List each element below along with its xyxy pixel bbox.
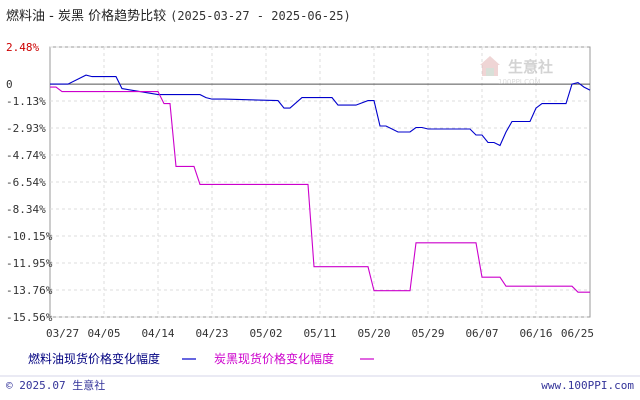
y-axis-ticks: 2.48% 0 -1.13% -2.93% -4.74% -6.54% -8.34% -10.… bbox=[6, 41, 53, 324]
x-tick-label: 04/05 bbox=[87, 327, 120, 340]
y-tick-label: -4.74% bbox=[6, 149, 46, 162]
x-tick-label: 06/07 bbox=[465, 327, 498, 340]
y-tick-label: 2.48% bbox=[6, 41, 39, 54]
y-tick-label: -11.95% bbox=[6, 257, 53, 270]
y-tick-label: 0 bbox=[6, 78, 13, 91]
x-tick-label: 06/25 bbox=[561, 327, 594, 340]
footer-copyright: © 2025.07 生意社 bbox=[6, 378, 105, 392]
x-tick-label: 04/23 bbox=[195, 327, 228, 340]
x-tick-label: 05/29 bbox=[411, 327, 444, 340]
x-tick-label: 05/11 bbox=[303, 327, 336, 340]
legend-label-carbon-black: 炭黑现货价格变化幅度 bbox=[214, 351, 334, 366]
watermark-logo: 生意社 100PPI.COM bbox=[480, 56, 553, 86]
y-tick-label: -8.34% bbox=[6, 203, 46, 216]
watermark-url: 100PPI.COM bbox=[498, 78, 541, 86]
grid-lines bbox=[50, 46, 590, 318]
x-axis-ticks: 03/27 04/05 04/14 04/23 05/02 05/11 05/20 05/29… bbox=[46, 327, 594, 340]
x-tick-label: 05/20 bbox=[357, 327, 390, 340]
x-tick-label: 06/16 bbox=[519, 327, 552, 340]
x-tick-label: 03/27 bbox=[46, 327, 79, 340]
house-icon bbox=[480, 56, 500, 76]
series-lines bbox=[50, 74, 591, 293]
chart-date-range: (2025-03-27 - 2025-06-25) bbox=[170, 9, 351, 23]
x-tick-label: 05/02 bbox=[249, 327, 282, 340]
series-line-carbon-black bbox=[50, 86, 590, 293]
footer-url: www.100PPI.com bbox=[541, 379, 634, 392]
y-tick-label: -15.56% bbox=[6, 311, 53, 324]
y-tick-label: -1.13% bbox=[6, 95, 46, 108]
y-tick-label: -2.93% bbox=[6, 122, 46, 135]
legend-label-fuel-oil: 燃料油现货价格变化幅度 bbox=[28, 351, 160, 366]
y-tick-label: -13.76% bbox=[6, 284, 53, 297]
chart-title-text: 燃料油 - 炭黑 价格趋势比较 bbox=[6, 8, 166, 24]
chart-title: 燃料油 - 炭黑 价格趋势比较 (2025-03-27 - 2025-06-25) bbox=[6, 8, 351, 24]
series-line-fuel-oil bbox=[50, 74, 591, 147]
y-tick-label: -10.15% bbox=[6, 230, 53, 243]
legend: 燃料油现货价格变化幅度 炭黑现货价格变化幅度 bbox=[28, 351, 374, 366]
x-tick-label: 04/14 bbox=[141, 327, 174, 340]
y-tick-label: -6.54% bbox=[6, 176, 46, 189]
watermark-brand: 生意社 bbox=[508, 58, 553, 76]
